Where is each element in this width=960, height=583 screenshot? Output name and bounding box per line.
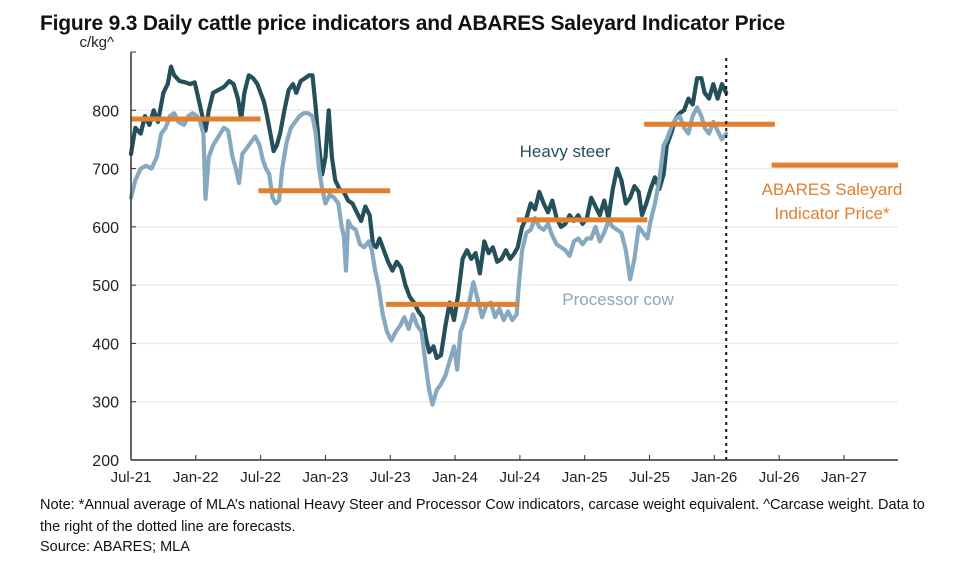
labels: 200 300 400 500 600 700 800 c/kg^ Jul-21 Jan-22 Ju… <box>79 34 902 486</box>
x-tick-label: Jan-24 <box>432 469 478 486</box>
y-tick-label: 200 <box>92 453 119 470</box>
processor-cow-line <box>128 105 729 407</box>
x-tick-label: Jul-25 <box>629 469 670 486</box>
x-tick-label: Jul-24 <box>499 469 540 486</box>
x-tick-label: Jul-26 <box>759 469 800 486</box>
figure-source: Source: ABARES; MLA <box>40 539 190 555</box>
y-axis-label: c/kg^ <box>79 34 114 51</box>
heavy-steer-line <box>128 64 729 361</box>
gridlines <box>131 109 898 403</box>
heavy-steer-label: Heavy steer <box>520 142 611 161</box>
x-tick-label: Jan-25 <box>562 469 608 486</box>
y-tick-label: 400 <box>92 336 119 353</box>
y-tick-label: 800 <box>92 103 119 120</box>
y-tick-label: 700 <box>92 162 119 179</box>
series-lines <box>128 58 898 460</box>
figure-note: Note: *Annual average of MLA’s national … <box>40 497 925 535</box>
processor-cow-label: Processor cow <box>562 290 674 309</box>
y-tick-label: 300 <box>92 395 119 412</box>
x-tick-label: Jul-22 <box>240 469 281 486</box>
x-tick-label: Jan-27 <box>821 469 867 486</box>
x-tick-label: Jul-23 <box>370 469 411 486</box>
y-tick-label: 500 <box>92 278 119 295</box>
chart: 200 300 400 500 600 700 800 c/kg^ Jul-21 Jan-22 Ju… <box>79 34 902 486</box>
x-tick-label: Jan-22 <box>173 469 219 486</box>
x-tick-label: Jan-26 <box>691 469 737 486</box>
y-tick-label: 600 <box>92 220 119 237</box>
abares-label-line2: Indicator Price* <box>774 204 890 223</box>
axes <box>130 51 898 461</box>
x-tick-label: Jan-23 <box>303 469 349 486</box>
figure-title: Figure 9.3 Daily cattle price indicators… <box>40 12 785 35</box>
abares-label-line1: ABARES Saleyard <box>762 180 903 199</box>
x-tick-label: Jul-21 <box>111 469 152 486</box>
